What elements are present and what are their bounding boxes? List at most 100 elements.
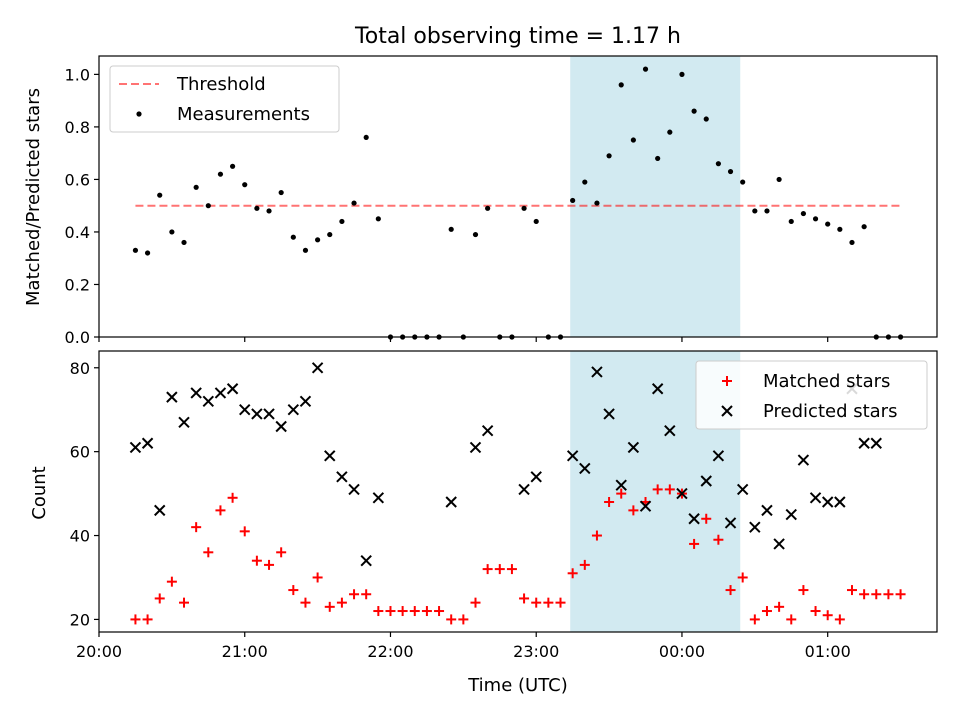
measurement-point <box>667 129 673 135</box>
measurement-point <box>740 179 746 185</box>
measurement-point <box>849 239 855 246</box>
measurement-point <box>533 218 539 225</box>
measurement-point <box>315 237 321 243</box>
legend-measurement-label: Measurements <box>177 104 310 125</box>
predicted-star-point <box>821 496 834 508</box>
predicted-star-point <box>214 387 227 399</box>
measurement-point <box>229 163 236 169</box>
matched-star-point <box>737 572 748 583</box>
x-tick-label: 00:00 <box>659 642 705 661</box>
matched-star-point <box>482 564 493 575</box>
predicted-star-point <box>129 441 142 454</box>
x-b <box>518 483 530 496</box>
matched-star-point <box>883 589 894 600</box>
matched-star-point <box>591 530 602 541</box>
x-b <box>712 450 725 462</box>
predicted-star-point <box>700 475 712 487</box>
legend-measurement-swatch <box>136 111 142 117</box>
measurement-point <box>144 250 151 256</box>
predicted-star-point <box>664 424 676 437</box>
predicted-star-point <box>190 387 202 399</box>
measurement-point <box>485 205 491 211</box>
x-b <box>481 424 494 437</box>
y-tick-label: 80 <box>70 359 90 378</box>
measurement-point <box>242 182 248 188</box>
predicted-star-point <box>724 517 737 529</box>
x-b <box>178 416 190 429</box>
x-b <box>299 395 312 408</box>
highlight-span <box>570 56 741 337</box>
matched-star-point <box>166 576 177 587</box>
x-b <box>287 404 300 416</box>
matched-star-point <box>349 589 360 600</box>
predicted-star-point <box>226 383 239 395</box>
x-tick-label: 21:00 <box>222 642 268 661</box>
predicted-star-point <box>639 500 652 512</box>
x-b <box>834 496 846 508</box>
measurement-point <box>703 116 709 122</box>
predicted-star-point <box>834 496 846 508</box>
x-b <box>773 538 785 550</box>
predicted-star-point <box>566 450 579 462</box>
measurement-point <box>727 168 734 175</box>
measurement-point <box>375 216 381 222</box>
matched-star-point <box>616 488 627 499</box>
measurement-point <box>630 137 636 143</box>
matched-star-point <box>276 547 287 558</box>
predicted-star-point <box>773 538 785 550</box>
y-tick-label: 0.0 <box>65 328 90 347</box>
measurement-point <box>606 153 612 159</box>
measurement-point <box>472 231 479 238</box>
predicted-star-point <box>736 483 749 496</box>
x-b <box>736 483 749 496</box>
predicted-star-point <box>299 395 312 408</box>
matched-star-point <box>604 496 615 507</box>
x-b <box>639 500 652 512</box>
measurement-point <box>642 66 649 72</box>
y-tick-label: 0.8 <box>65 118 90 137</box>
predicted-star-point <box>263 408 275 420</box>
matched-star-point <box>142 614 153 625</box>
matched-star-point <box>786 614 797 625</box>
measurement-point <box>521 205 527 211</box>
x-b <box>239 404 251 416</box>
x-b <box>627 441 640 454</box>
predicted-star-point <box>445 496 457 508</box>
x-b <box>749 521 761 533</box>
x-tick-label: 20:00 <box>76 642 122 661</box>
measurement-point <box>570 197 576 204</box>
axes-frame <box>98 55 938 338</box>
x-b <box>566 450 579 462</box>
legend-box <box>695 360 928 430</box>
x-tick-label: 22:00 <box>367 642 413 661</box>
matched-star-point <box>324 601 335 612</box>
matched-star-point <box>652 484 663 495</box>
x-b <box>603 408 615 420</box>
axes-frame <box>98 350 938 633</box>
y-tick-label: 60 <box>70 443 90 462</box>
measurement-point <box>764 208 770 214</box>
x-b <box>166 391 178 403</box>
matched-star-point <box>543 597 554 608</box>
matched-star-point <box>251 555 262 566</box>
predicted-star-point <box>579 462 591 475</box>
predicted-star-point <box>348 483 360 496</box>
x-b <box>530 471 542 483</box>
matched-star-point <box>409 606 420 617</box>
x-b <box>372 492 385 504</box>
measurement-point <box>655 155 661 162</box>
measurement-point <box>339 218 345 225</box>
x-b <box>324 450 336 462</box>
predicted-star-point <box>166 391 178 403</box>
matched-star-point <box>288 585 299 596</box>
predicted-star-point <box>311 362 324 374</box>
matched-star-point <box>434 606 445 617</box>
matched-star-point <box>859 589 870 600</box>
x-axis-label: Time (UTC) <box>467 675 568 696</box>
measurement-point <box>812 216 819 222</box>
matched-star-point <box>798 585 809 596</box>
predicted-star-point <box>518 483 530 496</box>
matched-star-point <box>579 559 590 570</box>
x-b <box>141 437 154 449</box>
